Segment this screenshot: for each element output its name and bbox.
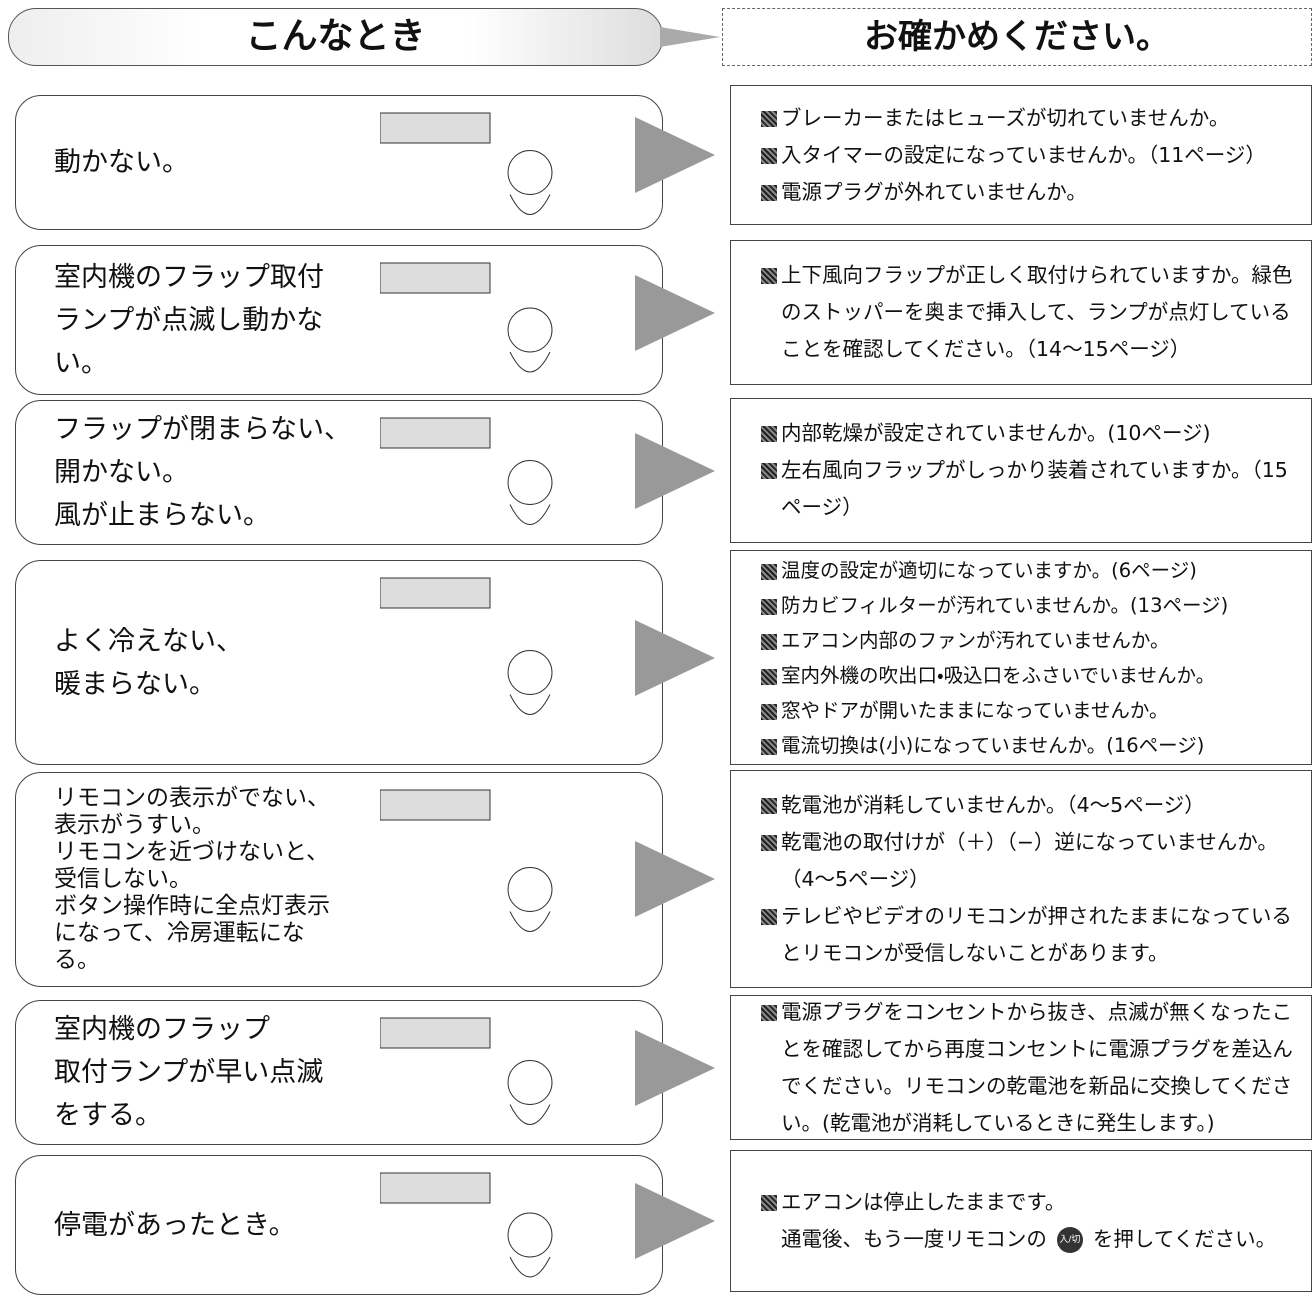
check-item: 電源プラグをコンセントから抜き、点滅が無くなったことを確認してから再度コンセント… [761,994,1301,1142]
check-item: 乾電池の取付けが（＋）（−）逆になっていませんか。（4〜5ページ） [761,824,1301,898]
arrow [635,841,715,917]
problem-line: 暖まらない。 [54,668,216,700]
illustration [380,417,553,525]
header-right: お確かめください。 [722,8,1312,66]
check-item: 室内外機の吹出口・吸込口をふさいでいませんか。 [761,658,1301,693]
problem-line: 取付ランプが早い点滅 [54,1057,324,1088]
problem-box: 動かない。 [15,95,663,230]
check-box: 電源プラグをコンセントから抜き、点滅が無くなったことを確認してから再度コンセント… [730,995,1312,1140]
check-item: 窓やドアが開いたままになっていませんか。 [761,693,1301,728]
check-item: テレビやビデオのリモコンが押されたままになっているとリモコンが受信しないことがあ… [761,898,1301,972]
problem-line: をする。 [54,1100,162,1131]
problem-box: よく冷えない、 暖まらない。 [15,560,663,765]
note-text: 通電後、もう一度リモコンの [781,1227,1047,1251]
check-box: 内部乾燥が設定されていませんか。(10ページ) 左右風向フラップがしっかり装着され… [730,398,1312,543]
problem-line: リモコンの表示がでない、表示がうすい。 [54,785,330,838]
note-text: を押してください。 [1092,1227,1277,1251]
problem-line: 開かない。 [54,457,189,488]
arrow [635,1029,715,1106]
check-item: 電源プラグが外れていませんか。 [761,174,1301,211]
check-box: エアコンは停止したままです。 通電後、もう一度リモコンの 入/切 を押してください。 [730,1150,1312,1292]
check-box: 乾電池が消耗していませんか。（4〜5ページ） 乾電池の取付けが（＋）（−）逆になっ… [730,770,1312,988]
arrow [635,619,715,696]
check-item: 防カビフィルターが汚れていませんか。(13ページ) [761,588,1301,623]
check-item: 温度の設定が適切になっていますか。(6ページ) [761,553,1301,588]
problem-line: フラップが閉まらない、 [54,414,351,445]
check-item: エアコン内部のファンが汚れていませんか。 [761,623,1301,658]
problem-line: 室内機のフラップ [54,1014,270,1045]
problem-line: よく冷えない、 [54,625,243,657]
problem-line: 風が止まらない。 [54,500,270,531]
problem-box: 室内機のフラップ取付ランプが早い点滅 をする。 [15,1000,663,1145]
check-item: ブレーカーまたはヒューズが切れていませんか。 [761,100,1301,137]
illustration [380,1172,553,1278]
check-item: 上下風向フラップが正しく取付けられていますか。緑色のストッパーを奥まで挿入して、… [761,257,1301,368]
arrow [635,1183,715,1259]
illustration [380,112,553,215]
problem-line: 動かない。 [54,147,189,178]
check-item: エアコンは停止したままです。 [761,1184,1301,1221]
header-left: こんなとき [8,8,663,66]
check-item: 乾電池が消耗していませんか。（4〜5ページ） [761,787,1301,824]
check-item: 入タイマーの設定になっていませんか。（11ページ） [761,137,1301,174]
problem-box: 室内機のフラップ取付 ランプが点滅し動かな い。 [15,245,663,395]
remote-button-icon: 入/切 [1056,1227,1083,1253]
problem-line: 室内機のフラップ取付 [54,261,324,293]
illustration [380,789,553,932]
illustration [380,577,553,715]
check-item: 内部乾燥が設定されていませんか。(10ページ) [761,415,1301,452]
problem-box: リモコンの表示がでない、表示がうすい。 リモコンを近づけないと、受信しない。 ボタン… [15,772,663,987]
check-box: 上下風向フラップが正しく取付けられていますか。緑色のストッパーを奥まで挿入して、… [730,240,1312,385]
check-item: 電流切換は(小)になっていませんか。(16ページ) [761,728,1301,763]
problem-line: ボタン操作時に全点灯表示になって、冷房運転になる。 [54,893,330,973]
check-box: 温度の設定が適切になっていますか。(6ページ) 防カビフィルターが汚れていませんか… [730,550,1312,765]
problem-line: 停電があったとき。 [54,1209,296,1241]
arrow [635,432,715,509]
problem-line: い。 [54,347,108,379]
check-item: 左右風向フラップがしっかり装着されていますか。（15ページ） [761,452,1301,526]
illustration [380,1017,553,1125]
illustration [380,262,553,373]
check-box: ブレーカーまたはヒューズが切れていませんか。 入タイマーの設定になっていませんか。… [730,85,1312,225]
problem-box: フラップが閉まらない、 開かない。風が止まらない。 [15,400,663,545]
problem-line: ランプが点滅し動かな [54,304,324,336]
check-note: 通電後、もう一度リモコンの 入/切 を押してください。 [761,1221,1301,1258]
problem-box: 停電があったとき。 [15,1155,663,1295]
arrow [635,274,715,351]
arrow [635,117,715,193]
header-arrow [660,27,720,47]
problem-line: リモコンを近づけないと、受信しない。 [54,839,330,892]
